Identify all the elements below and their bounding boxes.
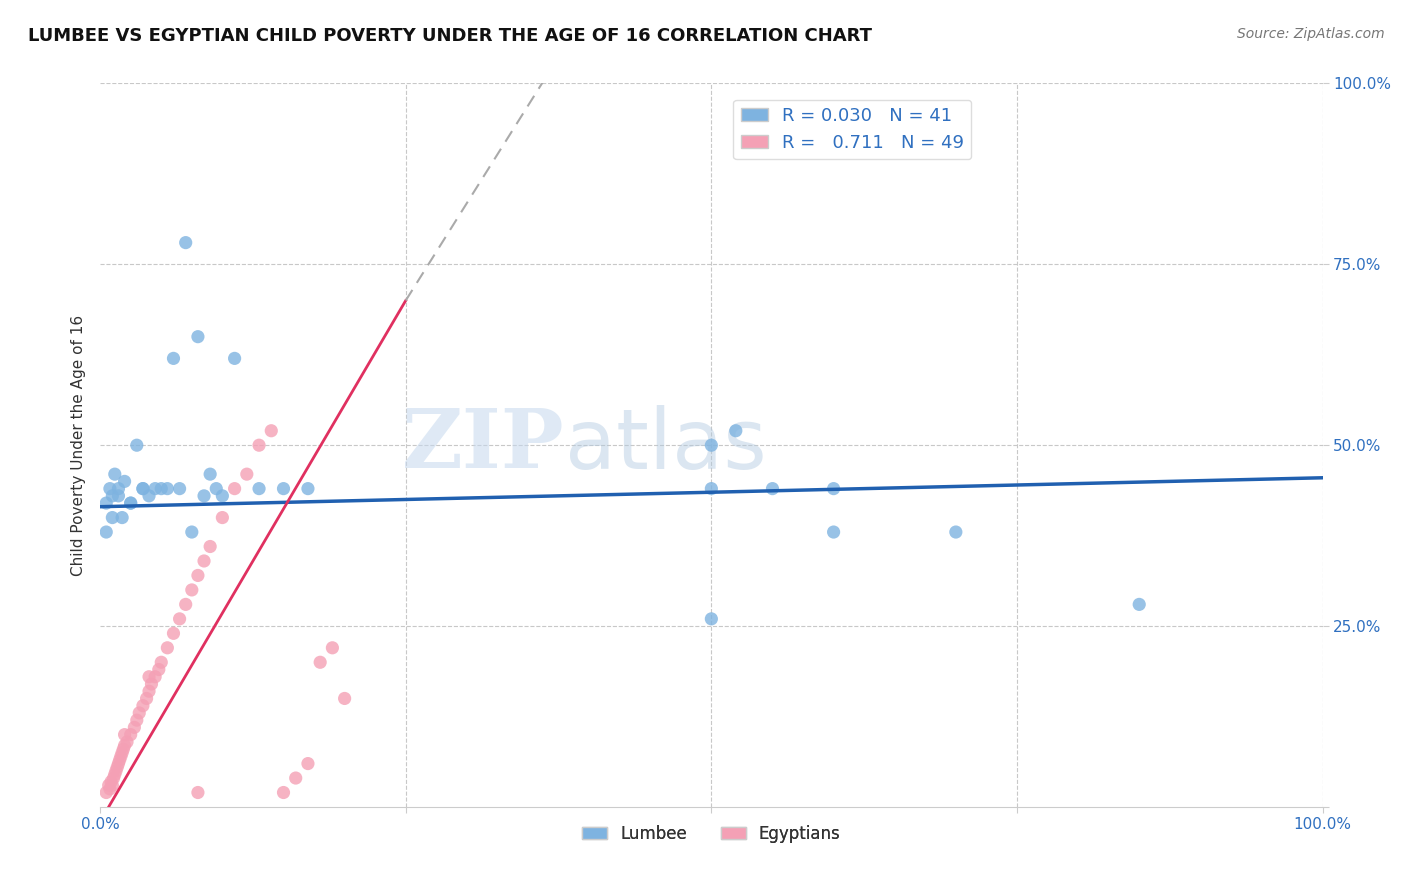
Text: LUMBEE VS EGYPTIAN CHILD POVERTY UNDER THE AGE OF 16 CORRELATION CHART: LUMBEE VS EGYPTIAN CHILD POVERTY UNDER T…	[28, 27, 872, 45]
Point	[107, 489, 129, 503]
Point	[174, 598, 197, 612]
Point	[132, 482, 155, 496]
Point	[700, 438, 723, 452]
Text: Source: ZipAtlas.com: Source: ZipAtlas.com	[1237, 27, 1385, 41]
Point	[198, 540, 221, 554]
Point	[169, 482, 191, 496]
Point	[309, 655, 332, 669]
Point	[124, 720, 146, 734]
Point	[236, 467, 259, 482]
Point	[97, 778, 120, 792]
Point	[101, 778, 124, 792]
Point	[156, 640, 179, 655]
Point	[104, 467, 127, 482]
Point	[143, 482, 166, 496]
Point	[193, 489, 215, 503]
Point	[945, 524, 967, 539]
Point	[260, 424, 283, 438]
Point	[98, 781, 121, 796]
Point	[198, 467, 221, 482]
Point	[132, 482, 155, 496]
Text: ZIP: ZIP	[402, 405, 565, 485]
Point	[823, 524, 845, 539]
Point	[156, 482, 179, 496]
Point	[700, 612, 723, 626]
Point	[169, 612, 191, 626]
Point	[1128, 598, 1150, 612]
Point	[112, 742, 135, 756]
Point	[105, 760, 128, 774]
Point	[138, 489, 160, 503]
Point	[273, 482, 295, 496]
Point	[193, 554, 215, 568]
Point	[101, 510, 124, 524]
Legend: Lumbee, Egyptians: Lumbee, Egyptians	[575, 818, 848, 849]
Point	[224, 482, 246, 496]
Point	[120, 728, 142, 742]
Point	[111, 746, 134, 760]
Point	[162, 626, 184, 640]
Point	[96, 496, 118, 510]
Point	[114, 728, 136, 742]
Point	[700, 482, 723, 496]
Point	[224, 351, 246, 366]
Point	[125, 438, 148, 452]
Point	[247, 482, 270, 496]
Point	[108, 753, 131, 767]
Point	[96, 524, 118, 539]
Point	[211, 489, 233, 503]
Point	[125, 713, 148, 727]
Point	[101, 489, 124, 503]
Point	[114, 475, 136, 489]
Point	[180, 524, 202, 539]
Point	[297, 482, 319, 496]
Point	[98, 482, 121, 496]
Point	[333, 691, 356, 706]
Point	[205, 482, 228, 496]
Point	[105, 764, 128, 778]
Point	[284, 771, 307, 785]
Y-axis label: Child Poverty Under the Age of 16: Child Poverty Under the Age of 16	[72, 315, 86, 575]
Point	[138, 670, 160, 684]
Point	[761, 482, 783, 496]
Point	[211, 510, 233, 524]
Text: atlas: atlas	[565, 405, 766, 486]
Point	[111, 510, 134, 524]
Point	[107, 482, 129, 496]
Point	[103, 771, 125, 785]
Point	[321, 640, 343, 655]
Point	[100, 774, 122, 789]
Point	[187, 568, 209, 582]
Point	[104, 767, 127, 781]
Point	[120, 496, 142, 510]
Point	[162, 351, 184, 366]
Point	[187, 785, 209, 799]
Point	[180, 582, 202, 597]
Point	[143, 670, 166, 684]
Point	[132, 698, 155, 713]
Point	[150, 482, 173, 496]
Point	[297, 756, 319, 771]
Point	[724, 424, 747, 438]
Point	[141, 677, 163, 691]
Point	[823, 482, 845, 496]
Point	[135, 691, 157, 706]
Point	[115, 735, 138, 749]
Point	[138, 684, 160, 698]
Point	[128, 706, 150, 720]
Point	[174, 235, 197, 250]
Point	[96, 785, 118, 799]
Point	[247, 438, 270, 452]
Point	[107, 756, 129, 771]
Point	[187, 329, 209, 343]
Point	[273, 785, 295, 799]
Point	[114, 739, 136, 753]
Point	[150, 655, 173, 669]
Point	[110, 749, 132, 764]
Point	[120, 496, 142, 510]
Point	[148, 663, 170, 677]
